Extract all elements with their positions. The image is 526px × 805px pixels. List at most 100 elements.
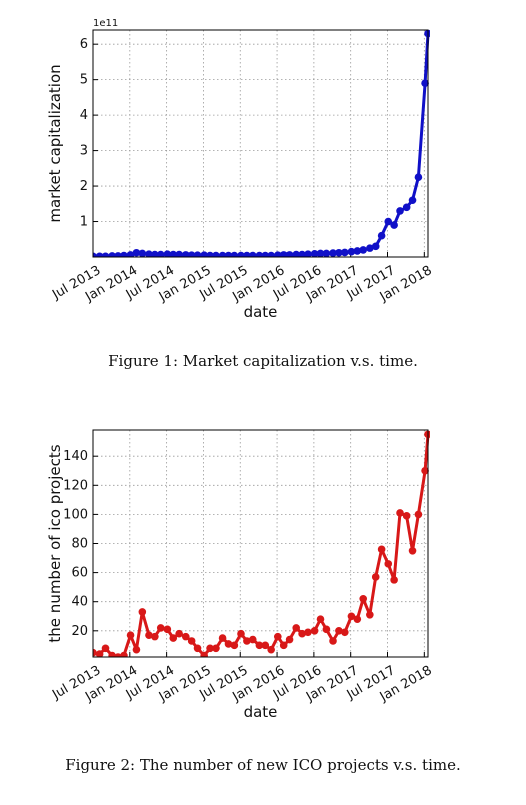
data-point <box>292 624 301 632</box>
data-point <box>206 251 214 257</box>
y-tick-label: 60 <box>71 566 88 581</box>
data-point <box>267 251 275 257</box>
data-point <box>200 251 208 257</box>
x-axis-label: date <box>244 703 278 721</box>
data-point <box>353 615 362 623</box>
y-tick-label: 1 <box>80 215 88 230</box>
data-point <box>384 560 393 568</box>
data-point <box>255 251 264 257</box>
data-point <box>206 644 214 653</box>
data-point <box>316 249 325 257</box>
figure-1: Jul 2013 Jan 2014 Jul 2014 Jan 2015 Jul 2015… <box>0 0 526 340</box>
series-line <box>93 434 430 657</box>
data-point <box>151 250 159 257</box>
y-tick-label: 100 <box>63 507 88 522</box>
data-point <box>187 637 196 645</box>
data-point <box>384 217 393 226</box>
y-tick-label: 120 <box>63 478 88 493</box>
data-point <box>424 29 430 38</box>
data-point <box>175 629 183 638</box>
data-point <box>237 629 245 638</box>
data-point <box>279 251 288 257</box>
data-point <box>156 624 165 632</box>
data-point <box>341 248 349 257</box>
data-point <box>310 627 319 635</box>
data-point <box>212 251 220 257</box>
data-point <box>341 628 349 637</box>
data-point <box>212 644 220 653</box>
y-tick-label: 3 <box>80 144 88 159</box>
data-point <box>414 173 423 181</box>
data-point <box>95 650 104 657</box>
data-point <box>101 252 110 257</box>
data-point <box>267 645 275 654</box>
figure-2-caption: Figure 2: The number of new ICO projects… <box>65 756 461 774</box>
data-point <box>218 251 227 257</box>
data-point <box>138 249 147 257</box>
data-point <box>169 634 178 642</box>
data-point <box>408 196 417 205</box>
y-tick-label: 80 <box>71 537 88 552</box>
y-tick-label: 5 <box>80 73 88 88</box>
data-point <box>261 251 270 257</box>
data-point <box>120 251 128 257</box>
data-point <box>224 640 233 648</box>
data-point <box>285 635 294 644</box>
data-point <box>347 247 356 256</box>
data-point <box>145 631 153 639</box>
y-offset-label: 1e11 <box>93 18 118 29</box>
data-point <box>390 576 398 584</box>
data-point <box>126 631 135 639</box>
y-tick-label: 40 <box>71 595 88 610</box>
y-tick-label: 20 <box>71 624 88 639</box>
figure-1-caption: Figure 1: Market capitalization v.s. tim… <box>108 352 418 370</box>
data-point <box>371 573 380 581</box>
data-point <box>347 612 356 621</box>
x-axis-label: date <box>244 303 278 321</box>
data-point <box>237 251 245 257</box>
data-point <box>335 248 343 257</box>
data-point <box>132 248 141 257</box>
data-point <box>230 641 239 650</box>
data-point <box>224 251 233 257</box>
data-point <box>163 625 172 634</box>
data-point <box>335 627 343 635</box>
data-point <box>261 641 270 650</box>
data-point <box>298 250 306 257</box>
data-point <box>126 251 135 257</box>
data-point <box>93 648 97 657</box>
data-point <box>108 252 116 257</box>
data-point <box>274 251 282 257</box>
data-point <box>414 510 423 519</box>
data-point <box>408 546 417 555</box>
y-tick-label: 4 <box>80 108 88 123</box>
data-point <box>193 644 202 653</box>
data-point <box>175 250 183 257</box>
data-point <box>359 594 368 603</box>
data-point <box>114 653 122 657</box>
data-point <box>108 651 116 657</box>
data-point <box>424 430 430 439</box>
data-point <box>322 249 331 257</box>
y-axis-label: the number of ico projects <box>46 444 64 642</box>
data-point <box>366 244 374 252</box>
data-point <box>322 625 331 634</box>
data-point <box>371 242 380 251</box>
data-point <box>243 637 251 645</box>
series-group <box>93 430 430 657</box>
data-point <box>95 252 104 257</box>
data-point <box>359 246 368 254</box>
data-point <box>145 250 153 257</box>
data-point <box>329 249 337 257</box>
data-point <box>304 250 312 257</box>
data-point <box>138 608 147 616</box>
y-tick-label: 6 <box>80 37 88 52</box>
data-point <box>329 637 337 645</box>
data-point <box>396 509 404 517</box>
y-axis-label: market capitalization <box>46 64 64 222</box>
data-point <box>353 247 362 255</box>
data-point <box>181 251 190 257</box>
plot-frame <box>92 29 429 258</box>
